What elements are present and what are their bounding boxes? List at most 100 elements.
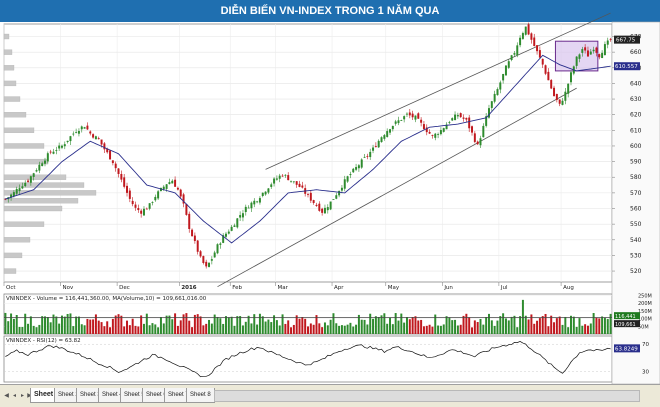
volume-bar[interactable] <box>165 315 168 334</box>
horizontal-scrollbar[interactable] <box>214 390 640 402</box>
volume-bar[interactable] <box>69 313 72 334</box>
volume-bar[interactable] <box>154 324 157 334</box>
candle[interactable] <box>335 195 338 199</box>
volume-bar[interactable] <box>476 322 479 334</box>
candle[interactable] <box>270 184 273 187</box>
volume-bar[interactable] <box>575 326 578 334</box>
volume-bar[interactable] <box>550 315 553 334</box>
candle[interactable] <box>213 252 216 258</box>
candle[interactable] <box>598 54 601 58</box>
volume-bar[interactable] <box>493 325 496 334</box>
candle[interactable] <box>372 147 375 151</box>
volume-bar[interactable] <box>179 320 182 334</box>
volume-bar[interactable] <box>521 299 524 334</box>
volume-bar[interactable] <box>148 325 151 334</box>
volume-bar[interactable] <box>89 319 92 334</box>
volume-bar[interactable] <box>366 324 369 334</box>
candle[interactable] <box>281 175 284 177</box>
volume-bar[interactable] <box>496 320 499 334</box>
candle[interactable] <box>377 140 380 148</box>
last-sheet-icon[interactable]: ▶ <box>26 391 33 400</box>
volume-bar[interactable] <box>55 316 58 334</box>
candle[interactable] <box>595 47 598 53</box>
candle[interactable] <box>60 145 63 148</box>
candle[interactable] <box>77 130 80 134</box>
volume-bar[interactable] <box>601 316 604 334</box>
candle[interactable] <box>564 91 567 101</box>
volume-bar[interactable] <box>340 325 343 334</box>
volume-bar[interactable] <box>196 314 199 334</box>
volume-bar[interactable] <box>38 324 41 334</box>
candle[interactable] <box>408 112 411 116</box>
volume-bar[interactable] <box>123 326 126 334</box>
candle[interactable] <box>219 243 222 245</box>
volume-bar[interactable] <box>507 320 510 334</box>
candle[interactable] <box>567 83 570 94</box>
candle[interactable] <box>301 185 304 188</box>
candle[interactable] <box>592 49 595 52</box>
volume-bar[interactable] <box>482 324 485 334</box>
candle[interactable] <box>516 45 519 56</box>
volume-bar[interactable] <box>323 322 326 334</box>
volume-bar[interactable] <box>174 313 177 334</box>
candle[interactable] <box>15 188 18 194</box>
volume-bar[interactable] <box>32 325 35 334</box>
volume-bar[interactable] <box>176 325 179 334</box>
candle[interactable] <box>536 45 539 52</box>
candle[interactable] <box>55 150 58 151</box>
volume-bar[interactable] <box>357 314 360 334</box>
volume-bar[interactable] <box>434 314 437 334</box>
volume-bar[interactable] <box>606 319 609 334</box>
candle[interactable] <box>63 144 66 147</box>
candle[interactable] <box>527 24 530 35</box>
volume-bar[interactable] <box>202 325 205 334</box>
volume-bar[interactable] <box>185 313 188 334</box>
volume-bar[interactable] <box>193 314 196 334</box>
candle[interactable] <box>555 93 558 100</box>
volume-bar[interactable] <box>578 318 581 334</box>
volume-bar[interactable] <box>103 326 106 334</box>
volume-bar[interactable] <box>12 318 15 334</box>
volume-bar[interactable] <box>603 317 606 334</box>
volume-bar[interactable] <box>134 325 137 334</box>
candle[interactable] <box>538 50 541 58</box>
volume-bar[interactable] <box>295 315 298 334</box>
volume-bar[interactable] <box>41 316 44 334</box>
volume-bar[interactable] <box>527 319 530 334</box>
candle[interactable] <box>12 192 15 197</box>
volume-bar[interactable] <box>564 316 567 334</box>
volume-bar[interactable] <box>109 327 112 334</box>
volume-bar[interactable] <box>63 316 66 334</box>
volume-bar[interactable] <box>241 325 244 334</box>
volume-bar[interactable] <box>524 315 527 334</box>
candle[interactable] <box>309 192 312 201</box>
candle[interactable] <box>80 126 83 130</box>
candle[interactable] <box>558 99 561 104</box>
candle[interactable] <box>298 183 301 187</box>
volume-bar[interactable] <box>171 319 174 334</box>
candle[interactable] <box>369 151 372 158</box>
candle[interactable] <box>603 44 606 55</box>
volume-bar[interactable] <box>290 327 293 334</box>
candle[interactable] <box>405 113 408 115</box>
first-sheet-icon[interactable]: ◀ <box>4 392 9 399</box>
volume-bar[interactable] <box>329 319 332 334</box>
moving-average-line[interactable] <box>5 54 611 244</box>
candle[interactable] <box>292 181 295 183</box>
candle[interactable] <box>256 201 259 203</box>
candle[interactable] <box>386 131 389 137</box>
candle[interactable] <box>128 190 131 199</box>
candle[interactable] <box>295 181 298 185</box>
candle[interactable] <box>468 117 471 129</box>
volume-bar[interactable] <box>346 324 349 334</box>
volume-bar[interactable] <box>504 318 507 334</box>
candle[interactable] <box>329 201 332 210</box>
volume-bar[interactable] <box>270 322 273 334</box>
candle[interactable] <box>473 133 476 142</box>
volume-bar[interactable] <box>208 319 211 334</box>
candle[interactable] <box>389 129 391 133</box>
volume-bar[interactable] <box>140 315 143 334</box>
volume-bar[interactable] <box>256 324 259 334</box>
volume-bar[interactable] <box>222 323 225 334</box>
volume-bar[interactable] <box>131 318 134 334</box>
